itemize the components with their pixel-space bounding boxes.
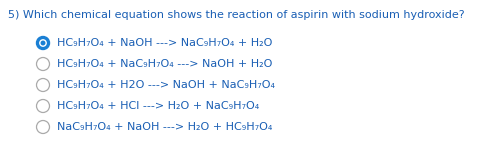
Text: HC₉H₇O₄ + NaC₉H₇O₄ ---> NaOH + H₂O: HC₉H₇O₄ + NaC₉H₇O₄ ---> NaOH + H₂O <box>57 59 272 69</box>
Text: 5) Which chemical equation shows the reaction of aspirin with sodium hydroxide?: 5) Which chemical equation shows the rea… <box>8 10 465 20</box>
Circle shape <box>36 100 49 113</box>
Circle shape <box>36 58 49 71</box>
Text: HC₉H₇O₄ + H2O ---> NaOH + NaC₉H₇O₄: HC₉H₇O₄ + H2O ---> NaOH + NaC₉H₇O₄ <box>57 80 275 90</box>
Circle shape <box>36 120 49 133</box>
Circle shape <box>40 40 45 45</box>
Circle shape <box>39 39 47 47</box>
Text: HC₉H₇O₄ + HCl ---> H₂O + NaC₉H₇O₄: HC₉H₇O₄ + HCl ---> H₂O + NaC₉H₇O₄ <box>57 101 259 111</box>
Circle shape <box>36 36 49 49</box>
Circle shape <box>36 78 49 91</box>
Text: NaC₉H₇O₄ + NaOH ---> H₂O + HC₉H₇O₄: NaC₉H₇O₄ + NaOH ---> H₂O + HC₉H₇O₄ <box>57 122 272 132</box>
Text: HC₉H₇O₄ + NaOH ---> NaC₉H₇O₄ + H₂O: HC₉H₇O₄ + NaOH ---> NaC₉H₇O₄ + H₂O <box>57 38 272 48</box>
